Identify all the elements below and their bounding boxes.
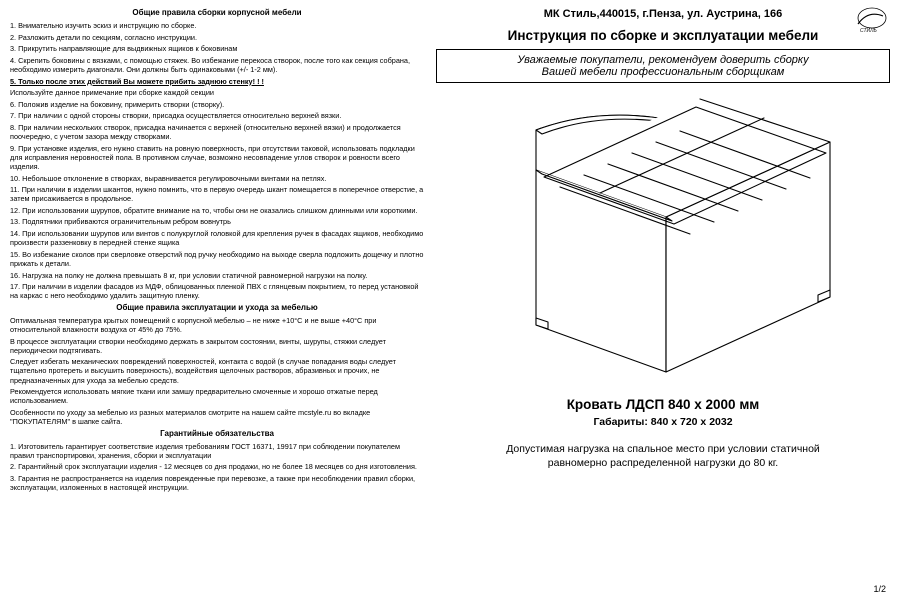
care-item: В процессе эксплуатации створки необходи… [10,337,424,355]
warranty-item: 2. Гарантийный срок эксплуатации изделия… [10,462,424,471]
recommendation-box: Уважаемые покупатели, рекомендуем довери… [436,49,890,83]
rule: 1. Внимательно изучить эскиз и инструкци… [10,21,424,30]
svg-text:СТИЛЬ: СТИЛЬ [860,28,877,34]
rule: 7. При наличии с одной стороны створки, … [10,111,424,120]
note: Используйте данное примечание при сборке… [10,88,424,97]
load-line1: Допустимая нагрузка на спальное место пр… [506,443,820,455]
rule-underlined: 5. Только после этих действий Вы можете … [10,77,424,86]
rule: 10. Небольшое отклонение в створках, выр… [10,174,424,183]
care-item: Оптимальная температура крытых помещений… [10,316,424,334]
rule: 16. Нагрузка на полку не должна превышат… [10,271,424,280]
rule: 6. Положив изделие на боковину, примерит… [10,100,424,109]
rec-line1: Уважаемые покупатели, рекомендуем довери… [443,54,883,66]
care-item: Особенности по уходу за мебелью из разны… [10,408,424,426]
load-line2: равномерно распределенной нагрузки до 80… [548,457,778,469]
rule: 3. Прикрутить направляющие для выдвижных… [10,44,424,53]
company-line: МК Стиль,440015, г.Пенза, ул. Аустрина, … [436,8,890,20]
care-item: Следует избегать механических повреждени… [10,357,424,384]
main-title: Инструкция по сборке и эксплуатации мебе… [436,28,890,43]
section3-title: Гарантийные обязательства [10,429,424,439]
left-column: Общие правила сборки корпусной мебели 1.… [0,0,430,600]
right-column: СТИЛЬ МК Стиль,440015, г.Пенза, ул. Ауст… [430,0,900,600]
bed-diagram [436,95,890,385]
logo-icon: СТИЛЬ [850,6,888,39]
rule: 14. При использовании шурупов или винтов… [10,229,424,247]
warranty-item: 1. Изготовитель гарантирует соответствие… [10,442,424,460]
warranty-item: 3. Гарантия не распространяется на издел… [10,474,424,492]
dimensions: Габариты: 840 х 720 х 2032 [436,416,890,428]
rec-line2: Вашей мебели профессиональным сборщикам [443,66,883,78]
rule: 9. При установке изделия, его нужно став… [10,144,424,171]
rule: 4. Скрепить боковины с вязками, с помощь… [10,56,424,74]
rule: 17. При наличии в изделии фасадов из МДФ… [10,282,424,300]
rule: 11. При наличии в изделии шкантов, нужно… [10,185,424,203]
rule: 15. Во избежание сколов при сверловке от… [10,250,424,268]
product-name: Кровать ЛДСП 840 х 2000 мм [436,397,890,412]
rule: 12. При использовании шурупов, обратите … [10,206,424,215]
section1-title: Общие правила сборки корпусной мебели [10,8,424,18]
rule: 8. При наличии нескольких створок, приса… [10,123,424,141]
load-text: Допустимая нагрузка на спальное место пр… [436,442,890,470]
care-item: Рекомендуется использовать мягкие ткани … [10,387,424,405]
rule: 2. Разложить детали по секциям, согласно… [10,33,424,42]
section2-title: Общие правила эксплуатации и ухода за ме… [10,303,424,313]
page-number: 1/2 [873,584,886,594]
rule: 13. Подпятники прибиваются ограничительн… [10,217,424,226]
